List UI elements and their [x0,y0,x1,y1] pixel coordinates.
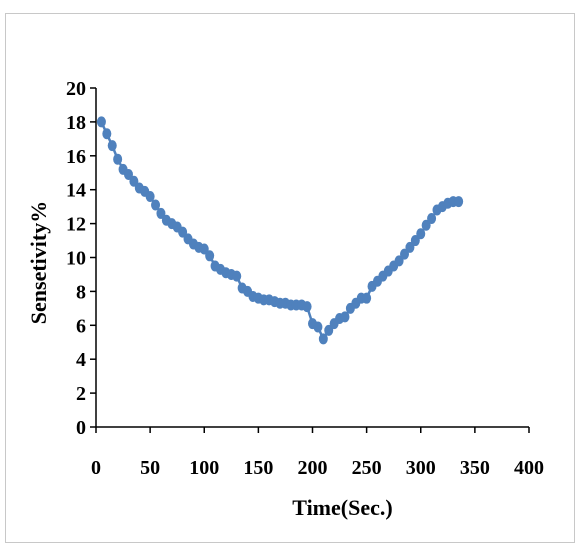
data-point [232,270,242,282]
x-tick-label: 0 [91,457,101,479]
axes [95,88,529,428]
x-axis-title: Time(Sec.) [292,495,392,520]
data-point [156,207,166,219]
y-tick-label: 14 [66,180,86,202]
x-tick-label: 150 [243,457,273,479]
y-tick-label: 18 [66,112,86,134]
data-point [416,228,426,240]
y-tick-label: 12 [66,214,86,236]
x-tick-label: 350 [460,457,490,479]
data-point [421,219,431,231]
data-point [410,235,420,247]
data-point [400,248,410,260]
y-tick-label: 10 [66,248,86,270]
y-tick-label: 0 [76,417,86,439]
y-axis-title: Sensetivity% [26,201,51,324]
data-point [102,128,112,140]
data-point [96,116,106,128]
x-tick-label: 400 [514,457,544,479]
data-point [151,199,161,211]
y-tick-label: 2 [76,383,86,405]
y-tick-label: 20 [66,78,86,100]
x-tick-label: 50 [140,457,160,479]
y-tick-label: 4 [76,349,86,371]
y-tick-label: 8 [76,281,86,303]
data-point [205,250,215,262]
data-point [405,241,415,253]
y-tick-label: 6 [76,315,86,337]
data-point [394,255,404,267]
data-point [199,243,209,255]
data-point [113,153,123,165]
x-tick-label: 300 [406,457,436,479]
data-point [313,321,323,333]
data-point [145,190,155,202]
y-tick-label: 16 [66,146,86,168]
data-point [340,311,350,323]
data-point [302,301,312,313]
tick-marks [90,87,530,433]
data-point [362,292,372,304]
data-points [96,116,464,345]
data-point [454,196,464,208]
x-tick-label: 100 [189,457,219,479]
data-point [318,333,328,345]
x-tick-label: 250 [352,457,382,479]
data-point [107,140,117,152]
data-point [178,226,188,238]
chart-frame [5,13,575,543]
data-point [129,175,139,187]
x-tick-label: 200 [298,457,328,479]
data-point [324,324,334,336]
data-point [123,168,133,180]
data-point [427,213,437,225]
